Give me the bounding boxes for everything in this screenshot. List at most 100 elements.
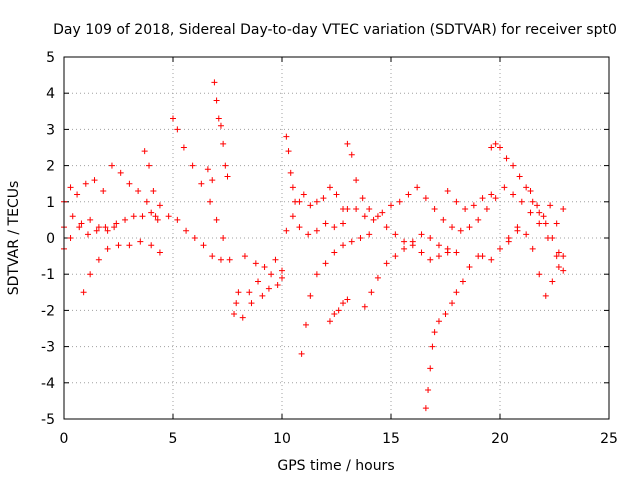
data-point [392,253,399,260]
x-axis-label: GPS time / hours [277,458,394,474]
data-point [213,97,220,104]
grid-lines [64,57,609,419]
series-arc-18 [431,184,560,260]
series-arc-17 [422,253,482,412]
data-point [313,271,320,278]
data-point [130,213,137,220]
data-point [555,263,562,270]
y-tick-label: 4 [46,86,55,102]
data-point [296,224,303,231]
data-point [510,191,517,198]
data-point [418,249,425,256]
data-point [156,249,163,256]
data-point [283,227,290,234]
data-point [209,253,216,260]
data-point [488,144,495,151]
data-point [388,202,394,209]
data-point [431,329,438,336]
data-point [429,343,436,350]
data-point [547,202,554,209]
data-point [274,282,281,289]
series-arc-5 [141,148,233,263]
series-arc-16 [353,184,429,223]
data-point [241,253,248,260]
data-point [340,300,347,307]
y-tick-label: -3 [41,340,55,356]
data-point [235,289,242,296]
data-point [479,253,486,260]
data-point [126,180,133,187]
data-point [259,292,266,299]
data-point [466,263,473,270]
data-point [156,202,163,209]
data-point [143,198,150,205]
data-point [283,133,290,140]
data-point [344,206,351,213]
data-point [453,289,460,296]
data-point [239,314,246,321]
data-point [137,238,144,245]
data-point [100,187,107,194]
data-point [174,126,181,133]
series-arc-19 [444,187,495,213]
data-point [560,267,567,274]
data-point [501,184,508,191]
data-point [248,300,255,307]
data-point [104,227,111,234]
data-point [553,253,560,260]
x-tick-label: 20 [491,431,509,447]
data-point [198,180,205,187]
data-point [409,238,416,245]
data-point [233,300,240,307]
data-point [104,245,111,252]
data-point [453,249,460,256]
data-point [93,227,100,234]
data-point [435,242,442,249]
data-point [279,267,285,274]
data-point [217,122,224,129]
data-point [483,206,490,213]
data-point [340,220,347,227]
data-point [95,224,102,231]
series-arc-6 [170,115,227,241]
y-tick-label: 3 [46,122,55,138]
data-point [302,321,309,328]
data-point [87,216,94,223]
data-point [427,365,434,372]
y-tick-label: -5 [41,412,55,428]
data-point [111,224,118,231]
data-point [361,303,368,310]
data-point [540,213,547,220]
series-arc-4 [80,238,163,296]
data-point [518,198,525,205]
data-point [139,213,146,220]
data-point [146,162,153,169]
data-point [289,213,296,220]
data-point [392,231,399,238]
data-point [148,242,155,249]
data-point [87,271,94,278]
data-point [204,166,211,173]
data-point [307,292,314,299]
data-point [289,184,296,191]
data-point [422,405,429,412]
data-point [82,180,89,187]
data-point [492,140,499,147]
data-point [361,213,368,220]
data-point [514,227,521,234]
data-point [207,198,214,205]
data-point [366,206,373,213]
series-arc-1 [61,162,159,220]
data-point [80,289,87,296]
data-point [527,209,534,216]
data-point [542,292,549,299]
chart-title: Day 109 of 2018, Sidereal Day-to-day VTE… [53,22,617,38]
data-point [307,202,314,209]
data-point [359,195,366,202]
data-point [108,162,115,169]
data-point [122,216,129,223]
data-point [348,238,355,245]
data-point [213,216,220,223]
data-point [457,227,464,234]
data-point [220,140,227,147]
